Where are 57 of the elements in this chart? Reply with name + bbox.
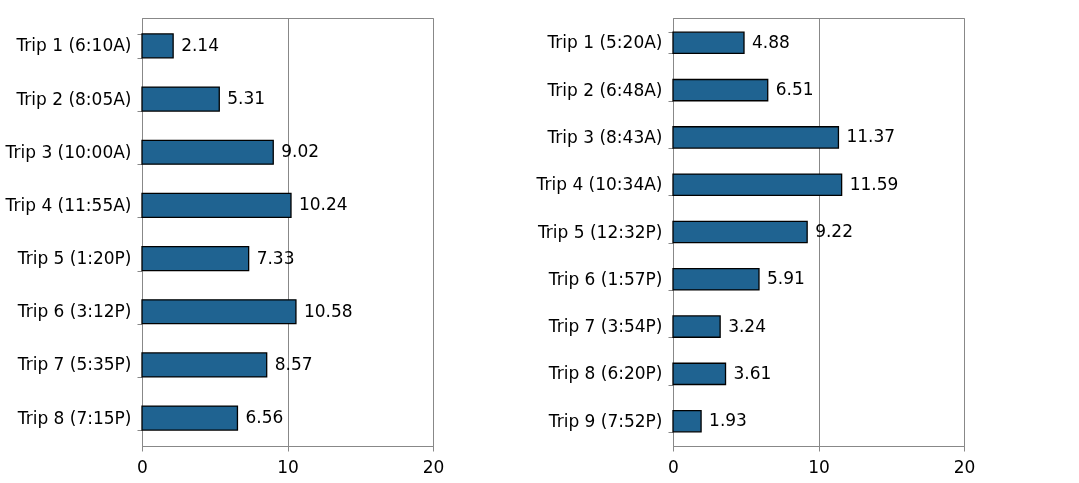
x-tick-label: 10 <box>808 456 830 477</box>
y-tick-label: Trip 1 (6:10A) <box>15 35 132 56</box>
data-label: 6.51 <box>775 79 814 100</box>
y-tick-label: Trip 7 (5:35P) <box>16 354 132 375</box>
bar <box>672 173 843 196</box>
bar <box>141 86 220 112</box>
y-tick-label: Trip 5 (1:20P) <box>16 248 132 269</box>
y-tick-label: Trip 6 (3:12P) <box>16 301 132 322</box>
data-label: 4.88 <box>752 31 790 52</box>
bar <box>672 220 808 244</box>
data-label: 11.37 <box>846 126 896 147</box>
x-tick-label: 20 <box>422 456 445 477</box>
x-tick-label: 20 <box>953 456 976 477</box>
data-label: 3.61 <box>733 362 772 383</box>
x-tick-label: 0 <box>137 456 148 477</box>
data-label: 5.91 <box>766 268 805 289</box>
y-tick-label: Trip 8 (6:20P) <box>547 363 663 384</box>
y-tick-label: Trip 4 (10:34A) <box>535 174 663 195</box>
bar <box>141 33 174 59</box>
bar <box>672 409 702 433</box>
y-tick-label: Trip 4 (11:55A) <box>4 194 132 215</box>
x-tick-label: 10 <box>277 456 299 477</box>
data-label: 6.56 <box>245 407 284 428</box>
y-tick-label: Trip 7 (3:54P) <box>547 316 663 337</box>
bar <box>672 31 745 55</box>
data-label: 9.22 <box>815 221 854 241</box>
bar <box>141 245 250 272</box>
data-label: 1.93 <box>709 410 747 431</box>
bar <box>141 192 292 219</box>
bar <box>672 362 727 386</box>
data-label: 3.24 <box>728 315 766 336</box>
y-tick-label: Trip 3 (8:43A) <box>546 126 663 147</box>
x-tick-label: 0 <box>668 456 679 477</box>
data-label: 5.31 <box>227 88 266 109</box>
bar <box>141 352 268 378</box>
bar <box>672 268 760 291</box>
y-tick-label: Trip 2 (6:48A) <box>546 79 663 100</box>
data-label: 9.02 <box>281 141 320 162</box>
bar <box>141 139 274 165</box>
bar <box>672 126 840 149</box>
data-label: 11.59 <box>849 173 899 194</box>
y-tick-label: Trip 5 (12:32P) <box>536 221 663 242</box>
y-tick-label: Trip 6 (1:57P) <box>547 268 663 289</box>
data-label: 2.14 <box>181 34 219 55</box>
y-tick-label: Trip 9 (7:52P) <box>547 410 663 431</box>
bar <box>672 315 721 338</box>
y-tick-label: Trip 3 (10:00A) <box>4 141 132 162</box>
data-label: 8.57 <box>274 353 313 374</box>
y-tick-label: Trip 2 (8:05A) <box>15 88 132 109</box>
data-label: 10.24 <box>298 194 348 215</box>
y-tick-label: Trip 1 (5:20A) <box>546 32 663 53</box>
bar <box>141 299 297 325</box>
data-label: 7.33 <box>256 247 295 268</box>
bar <box>141 405 239 431</box>
bar <box>672 78 769 102</box>
y-tick-label: Trip 8 (7:15P) <box>16 407 132 428</box>
data-label: 10.58 <box>303 300 353 321</box>
